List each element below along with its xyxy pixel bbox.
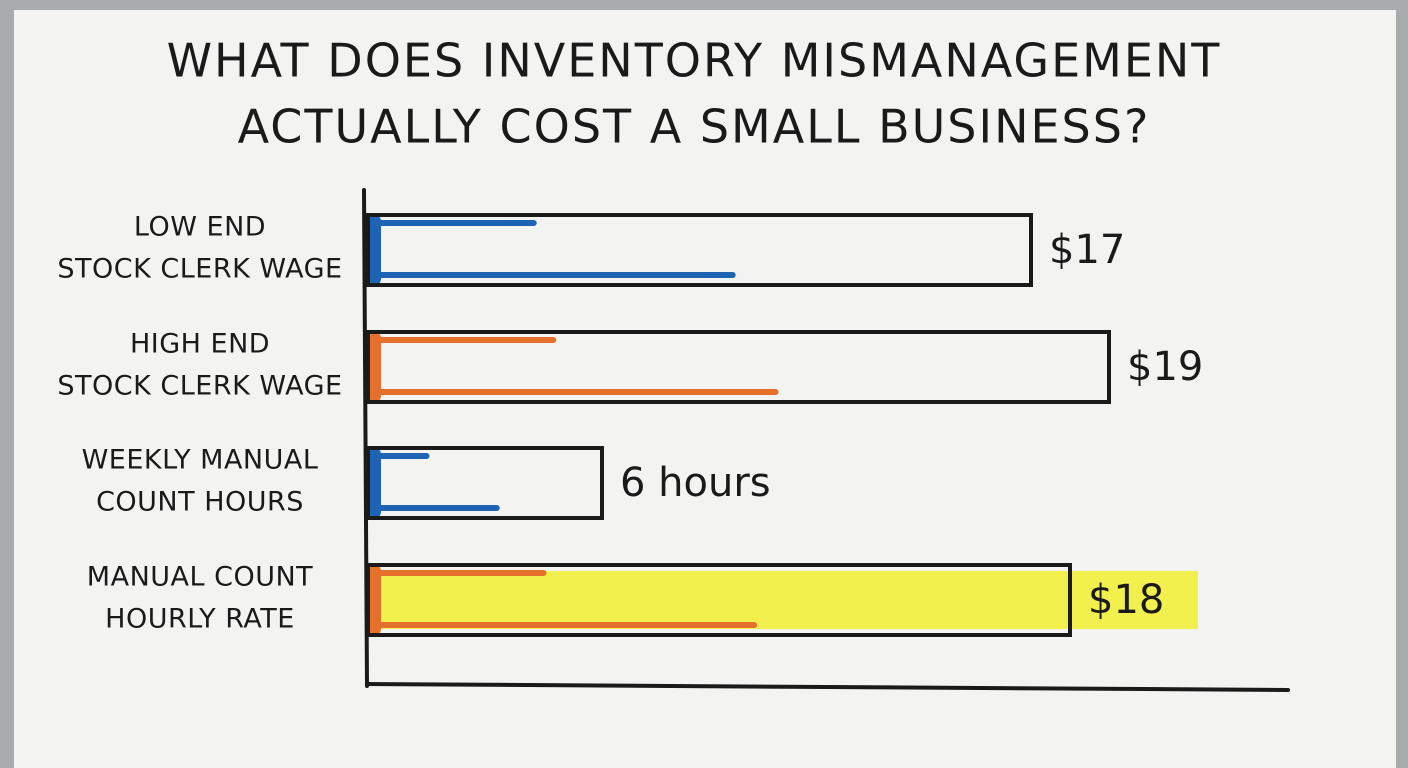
category-label: WEEKLY MANUAL	[82, 445, 319, 476]
category-label: HOURLY RATE	[105, 604, 295, 635]
chart-title: ACTUALLY COST A SMALL BUSINESS?	[238, 100, 1151, 154]
bar	[366, 446, 604, 520]
value-label: $17	[1049, 227, 1125, 273]
value-label: 6 hours	[620, 460, 771, 506]
category-label: STOCK CLERK WAGE	[57, 254, 342, 285]
category-label: STOCK CLERK WAGE	[57, 371, 342, 402]
category-label: LOW END	[134, 212, 266, 243]
bar	[366, 563, 1072, 637]
bar	[366, 330, 1111, 404]
value-label: $19	[1127, 344, 1203, 390]
highlight	[376, 571, 1198, 629]
category-label: MANUAL COUNT	[87, 562, 313, 593]
chart-title: WHAT DOES INVENTORY MISMANAGEMENT	[167, 34, 1222, 88]
category-label: COUNT HOURS	[96, 487, 304, 518]
x-axis	[365, 682, 1290, 692]
category-label: HIGH END	[130, 329, 270, 360]
value-label: $18	[1088, 577, 1164, 623]
bar	[366, 213, 1033, 287]
